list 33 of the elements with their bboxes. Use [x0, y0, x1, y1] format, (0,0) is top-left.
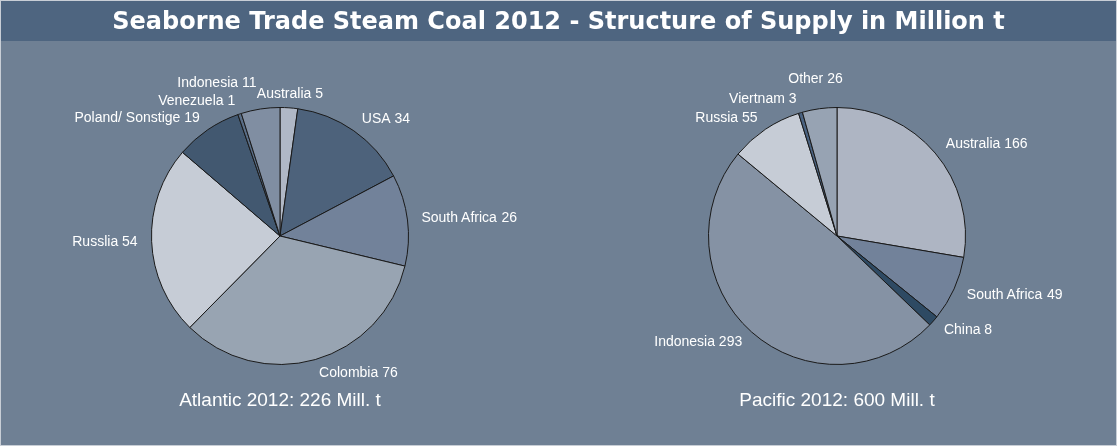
data-label: 1	[227, 91, 236, 108]
slice-label: Venezuela	[158, 91, 228, 108]
data-label: 54	[122, 232, 138, 249]
slice-label: Indonesia	[177, 74, 242, 91]
chart-title: Seaborne Trade Steam Coal 2012 - Structure of Supply in Million t	[1, 1, 1116, 41]
data-label: 26	[501, 209, 518, 226]
slice-label: South Africa	[421, 209, 501, 226]
slice-label: Other	[788, 69, 828, 86]
slice-label: Colombia	[319, 363, 383, 380]
data-label: 3	[788, 90, 797, 107]
slice-label: Viertnam	[729, 90, 789, 107]
data-label: 293	[718, 333, 743, 350]
slice-label: Russia	[695, 108, 742, 125]
data-label: 34	[394, 110, 411, 127]
data-label: 26	[827, 69, 843, 86]
slice-label: Australia	[945, 134, 1005, 151]
data-label: 5	[315, 84, 324, 101]
data-label: 55	[741, 108, 758, 125]
data-label: 11	[241, 74, 257, 91]
data-label: 8	[984, 321, 993, 338]
slice-label: USA	[361, 110, 394, 127]
slice-label: Indonesia	[654, 333, 719, 350]
slice-label: Poland/ Sonstige	[74, 109, 185, 126]
slice-label: Australia	[256, 84, 316, 101]
data-label: 19	[184, 109, 201, 126]
slice-label: South Africa	[966, 285, 1047, 302]
slice-label: Russlia	[72, 232, 123, 249]
data-label: 49	[1047, 285, 1063, 302]
data-label: 166	[1004, 134, 1028, 151]
data-label: 76	[382, 363, 398, 380]
text: Atlantic 2012: 226 Mill. t	[178, 389, 382, 411]
text: Pacific 2012: 600 Mill. t	[738, 389, 936, 411]
slice-label: China	[943, 321, 985, 338]
